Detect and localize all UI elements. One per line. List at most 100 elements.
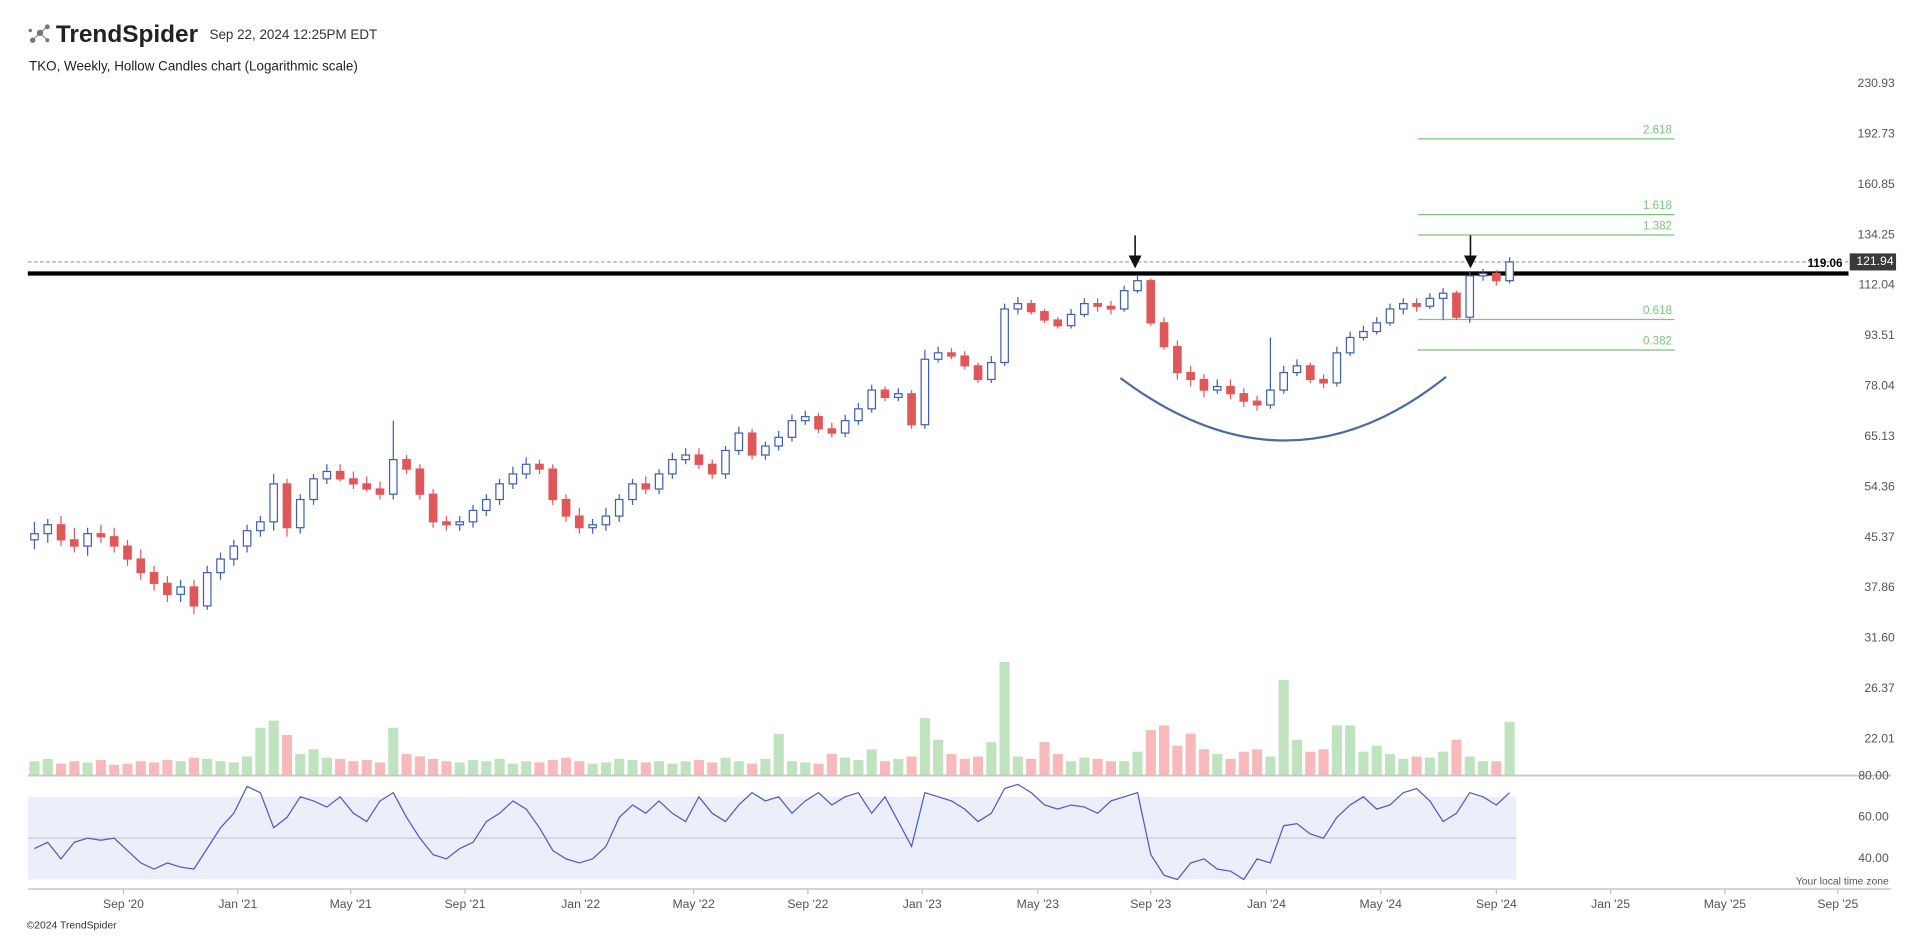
plot-layer: 230.93 192.73 160.85 134.25 112.04 93.51 78.04… bbox=[27, 76, 1897, 911]
candle-body bbox=[1159, 322, 1169, 348]
candle-body bbox=[521, 463, 531, 475]
volume-bar bbox=[1438, 751, 1449, 776]
annotations bbox=[1128, 235, 1477, 269]
candle-body bbox=[1372, 322, 1382, 333]
x-tick-label: Sep '22 bbox=[787, 897, 828, 911]
candle-body bbox=[681, 454, 690, 461]
y-tick-label: 230.93 bbox=[1858, 76, 1895, 90]
candle-body bbox=[1252, 400, 1262, 406]
y-tick-label: 26.37 bbox=[1864, 681, 1895, 695]
volume-bar bbox=[760, 758, 771, 776]
candle-body bbox=[1066, 313, 1076, 327]
candle-body bbox=[1491, 272, 1501, 282]
y-tick-label: 54.36 bbox=[1864, 479, 1895, 493]
candle-body bbox=[402, 459, 411, 470]
volume-bar bbox=[1092, 758, 1103, 776]
fib-label: 1.382 bbox=[1643, 221, 1672, 233]
volume-bar bbox=[1185, 733, 1196, 776]
candle-body bbox=[1292, 365, 1302, 374]
volume-bar bbox=[986, 742, 997, 776]
candle-body bbox=[747, 432, 757, 456]
x-tick-label: Sep '23 bbox=[1130, 897, 1171, 911]
volume-bar bbox=[1225, 758, 1236, 776]
candle-body bbox=[973, 365, 983, 381]
volume-bar bbox=[1345, 725, 1356, 776]
volume-bar bbox=[308, 749, 319, 776]
volume-bar bbox=[534, 762, 545, 776]
volume-bar bbox=[866, 749, 877, 776]
x-tick-label: Jan '25 bbox=[1591, 897, 1630, 911]
x-tick-label: Jan '24 bbox=[1247, 897, 1286, 911]
volume-bar bbox=[707, 762, 718, 776]
logo-icon bbox=[28, 24, 50, 43]
candle-body bbox=[30, 533, 39, 541]
volume-bar bbox=[1305, 751, 1316, 776]
candle-body bbox=[893, 393, 903, 399]
y-tick-label: 37.86 bbox=[1864, 580, 1895, 594]
volume-bar bbox=[69, 761, 80, 776]
volume-bar bbox=[1026, 758, 1037, 776]
volume-bar bbox=[109, 764, 120, 776]
candle-body bbox=[83, 533, 92, 547]
volume-bar bbox=[122, 763, 133, 776]
timezone-note: Your local time zone bbox=[1796, 876, 1889, 887]
x-tick-label: May '23 bbox=[1017, 897, 1060, 911]
volume-bar bbox=[467, 760, 479, 776]
volume-bar bbox=[321, 757, 332, 776]
volume-bar bbox=[521, 761, 532, 776]
volume-bar bbox=[361, 760, 372, 776]
volume-bar bbox=[919, 718, 930, 776]
candle-body bbox=[814, 416, 823, 430]
volume-bar bbox=[388, 727, 399, 776]
x-tick-label: May '21 bbox=[330, 897, 373, 911]
candle-body bbox=[1385, 308, 1395, 324]
candle-body bbox=[362, 483, 372, 490]
candle-body bbox=[176, 586, 185, 595]
candle-body bbox=[309, 478, 318, 501]
candle-body bbox=[1133, 280, 1142, 292]
candle-body bbox=[601, 515, 611, 526]
candle-body bbox=[1305, 365, 1315, 381]
candle-body bbox=[668, 459, 677, 475]
volume-bar bbox=[959, 758, 970, 776]
candle-body bbox=[761, 445, 770, 456]
volume-bar bbox=[600, 762, 611, 776]
volume-bar bbox=[1424, 757, 1435, 776]
volume-bar bbox=[773, 733, 784, 776]
volume-bar bbox=[840, 757, 851, 776]
candle-body bbox=[43, 524, 53, 535]
volume-bar bbox=[640, 762, 651, 776]
candle-body bbox=[1398, 303, 1408, 310]
fib-label: 2.618 bbox=[1643, 124, 1672, 136]
volume-bar bbox=[1291, 739, 1303, 776]
x-tick-label: Sep '25 bbox=[1817, 897, 1858, 911]
y-tick-label: 112.04 bbox=[1858, 278, 1895, 292]
candle-body bbox=[1359, 330, 1368, 339]
y-tick-label: 65.13 bbox=[1864, 429, 1895, 443]
volume-bar bbox=[494, 758, 505, 776]
x-tick-label: May '25 bbox=[1704, 897, 1747, 911]
candle-body bbox=[1212, 385, 1222, 391]
candle-body bbox=[920, 358, 930, 426]
volume-bar bbox=[680, 761, 691, 776]
candle-body bbox=[800, 416, 810, 422]
volume-bar bbox=[547, 760, 558, 776]
volume-bar bbox=[95, 760, 106, 776]
candle-body bbox=[1000, 308, 1009, 364]
volume-bar bbox=[1398, 758, 1409, 776]
volume-bar bbox=[946, 754, 957, 776]
candle-body bbox=[242, 530, 252, 547]
candle-body bbox=[455, 521, 465, 526]
volume-bar bbox=[401, 754, 412, 776]
candle-body bbox=[548, 468, 558, 501]
candle-body bbox=[1279, 371, 1289, 391]
candle-body bbox=[947, 352, 956, 357]
candle-body bbox=[1412, 303, 1421, 307]
volume-bar bbox=[135, 761, 146, 776]
volume-bar bbox=[614, 758, 625, 776]
candle-body bbox=[1319, 378, 1328, 384]
volume-bar bbox=[1012, 756, 1023, 776]
volume-bar bbox=[295, 754, 306, 776]
candle-body bbox=[56, 524, 66, 541]
